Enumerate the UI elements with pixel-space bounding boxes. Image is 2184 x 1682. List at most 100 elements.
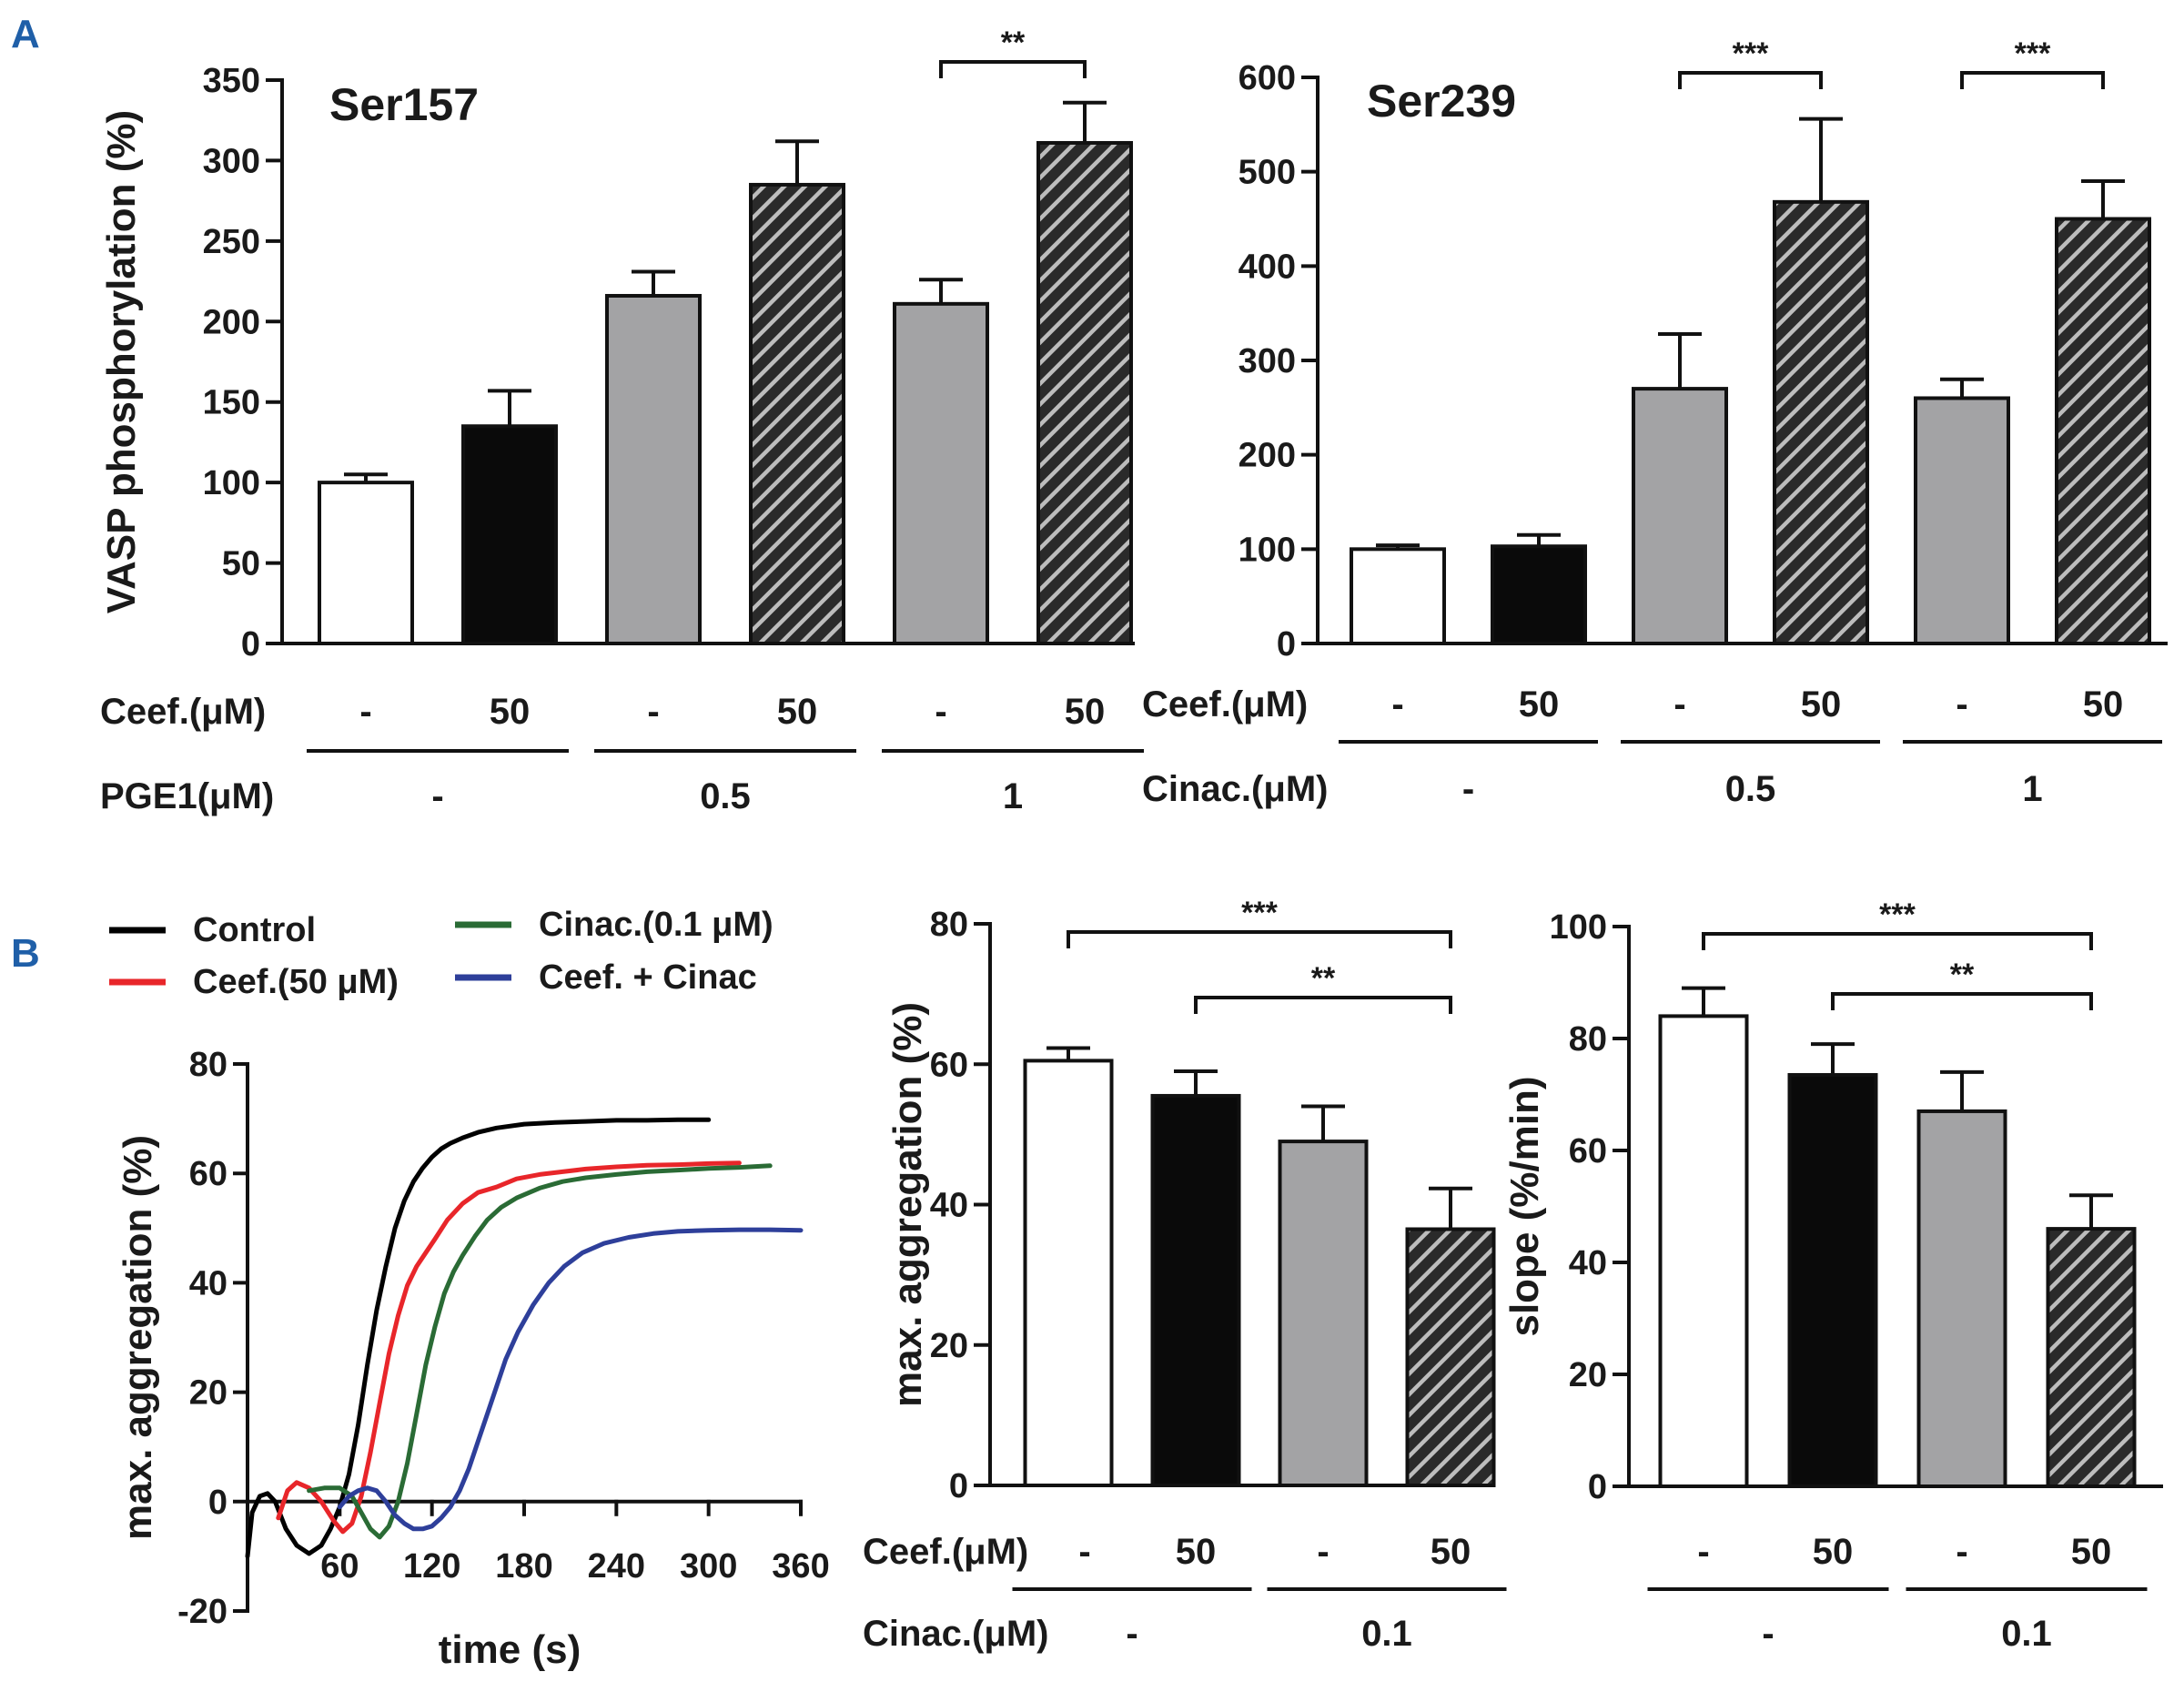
bar-group	[749, 139, 845, 645]
y-tick-label: 0	[949, 1467, 968, 1505]
bar-group	[1350, 543, 1446, 645]
significance-stars: ***	[1733, 36, 1769, 71]
y-tick-label: 0	[1588, 1468, 1607, 1506]
y-tick-label: 60	[1569, 1132, 1607, 1170]
series-line	[337, 1227, 804, 1532]
bar-group	[1036, 100, 1133, 645]
y-axis-label: max. aggregation (%)	[885, 1002, 930, 1407]
bar	[1658, 1014, 1749, 1488]
condition-value-1: 50	[1065, 692, 1106, 732]
x-tick-label: 360	[772, 1547, 829, 1586]
y-tick-label: 200	[203, 303, 260, 341]
condition-value-1: -	[647, 692, 659, 732]
y-tick-label: 20	[1569, 1356, 1607, 1394]
x-axis-label: time (s)	[439, 1627, 581, 1672]
significance-bracket	[1194, 996, 1452, 1014]
bar-group	[1491, 532, 1587, 645]
condition-value-1: 50	[1801, 684, 1842, 724]
bar-group	[1405, 1186, 1496, 1488]
bar-group	[2055, 179, 2151, 645]
significance-bracket	[1702, 932, 2093, 950]
y-tick-label: 100	[203, 464, 260, 502]
condition-value-1: -	[1317, 1532, 1329, 1572]
y-tick-label: 250	[203, 223, 260, 261]
bar-group	[1787, 1042, 1878, 1488]
series-line	[276, 1160, 742, 1535]
condition-value-2: 1	[1003, 776, 1023, 816]
bar-group	[605, 269, 702, 645]
y-axis-label: max. aggregation (%)	[116, 1135, 160, 1540]
condition-value-1: 50	[1813, 1532, 1854, 1572]
y-tick-label: 20	[189, 1374, 228, 1413]
y-tick-label: 40	[189, 1264, 228, 1302]
significance-stars: ***	[1241, 896, 1278, 930]
y-tick-label: 80	[189, 1046, 228, 1084]
condition-label-2: Cinac.(μM)	[863, 1614, 1048, 1654]
condition-value-1: -	[1956, 684, 1967, 724]
bar-group	[1916, 1069, 2007, 1488]
legend-label: Cinac.(0.1 μM)	[539, 906, 774, 944]
y-tick-label: 80	[930, 906, 968, 944]
condition-value-1: -	[359, 692, 371, 732]
y-tick-label: 0	[241, 625, 260, 664]
bar	[1491, 544, 1587, 645]
chart-title: Ser239	[1367, 76, 1516, 127]
significance-stars: **	[1311, 961, 1336, 996]
bar	[1023, 1059, 1114, 1488]
chart-ser239: 0 100 200 300 400 500 600 *** *** Ser239 Ceef.(μM)…	[1142, 36, 2168, 809]
bar	[2046, 1227, 2137, 1488]
condition-value-2: 0.5	[1725, 769, 1776, 809]
condition-label-2: PGE1(μM)	[100, 776, 274, 816]
condition-value-2: -	[1126, 1614, 1138, 1654]
x-tick-label: 300	[680, 1547, 737, 1586]
bar	[749, 182, 845, 645]
condition-value-1: 50	[1519, 684, 1560, 724]
bar-group	[1914, 377, 2010, 645]
y-tick-label: 0	[208, 1484, 228, 1522]
y-tick-label: -20	[177, 1593, 228, 1631]
condition-value-2: 0.5	[700, 776, 751, 816]
bar-group	[318, 472, 414, 646]
y-tick-label: 0	[1277, 625, 1296, 664]
bar-group	[1150, 1069, 1241, 1488]
condition-value-1: -	[1956, 1532, 1967, 1572]
significance-bracket	[1831, 992, 2093, 1010]
bar	[461, 424, 558, 645]
y-axis-label: slope (%/min)	[1502, 1076, 1547, 1336]
condition-value-1: 50	[2071, 1532, 2112, 1572]
x-tick-label: 180	[495, 1547, 552, 1586]
legend-label: Ceef. + Cinac	[539, 958, 757, 997]
condition-label-1: Ceef.(μM)	[100, 692, 266, 732]
condition-value-2: -	[1762, 1614, 1774, 1654]
y-tick-label: 200	[1239, 437, 1296, 475]
bar	[1787, 1072, 1878, 1488]
bar	[318, 481, 414, 646]
bar	[1036, 140, 1133, 645]
condition-label-2: Cinac.(μM)	[1142, 769, 1328, 809]
bar-group	[461, 389, 558, 645]
bar	[1405, 1227, 1496, 1488]
condition-value-1: 50	[1176, 1532, 1217, 1572]
bar	[893, 301, 989, 645]
significance-stars: **	[1001, 25, 1026, 60]
significance-bracket	[1067, 930, 1452, 948]
y-tick-label: 40	[1569, 1244, 1607, 1282]
y-tick-label: 40	[930, 1187, 968, 1225]
condition-value-1: 50	[2083, 684, 2124, 724]
x-tick-label: 240	[588, 1547, 645, 1586]
condition-value-1: -	[1078, 1532, 1090, 1572]
y-tick-label: 400	[1239, 248, 1296, 286]
condition-value-2: -	[1462, 769, 1474, 809]
condition-value-2: 1	[2022, 769, 2042, 809]
y-tick-label: 80	[1569, 1020, 1607, 1059]
y-tick-label: 60	[930, 1046, 968, 1084]
y-tick-label: 100	[1239, 531, 1296, 569]
series-line	[307, 1163, 773, 1540]
condition-value-1: 50	[1431, 1532, 1471, 1572]
significance-stars: ***	[1879, 897, 1916, 932]
bar	[1916, 1109, 2007, 1488]
